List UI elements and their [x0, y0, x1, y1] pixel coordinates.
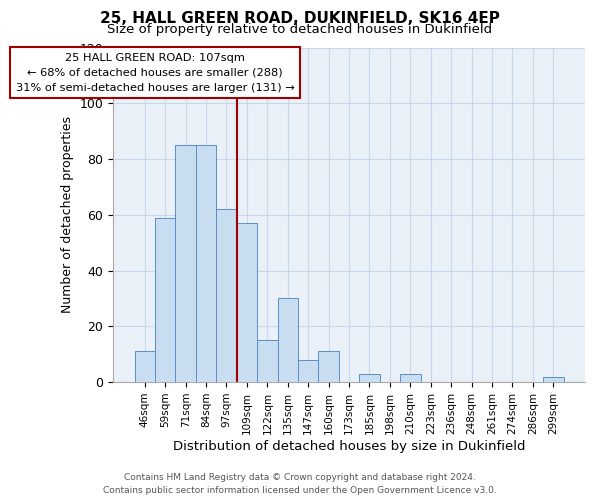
Bar: [216, 209, 236, 382]
Bar: [236, 223, 257, 382]
Text: Contains HM Land Registry data © Crown copyright and database right 2024.
Contai: Contains HM Land Registry data © Crown c…: [103, 474, 497, 495]
Bar: [196, 145, 216, 382]
Bar: [278, 298, 298, 382]
Text: Size of property relative to detached houses in Dukinfield: Size of property relative to detached ho…: [107, 22, 493, 36]
Bar: [319, 352, 339, 382]
Bar: [257, 340, 278, 382]
Bar: [134, 352, 155, 382]
Text: 25, HALL GREEN ROAD, DUKINFIELD, SK16 4EP: 25, HALL GREEN ROAD, DUKINFIELD, SK16 4E…: [100, 11, 500, 26]
Bar: [359, 374, 380, 382]
Y-axis label: Number of detached properties: Number of detached properties: [61, 116, 74, 314]
Bar: [175, 145, 196, 382]
Bar: [400, 374, 421, 382]
Text: 25 HALL GREEN ROAD: 107sqm
← 68% of detached houses are smaller (288)
31% of sem: 25 HALL GREEN ROAD: 107sqm ← 68% of deta…: [16, 53, 295, 92]
Bar: [543, 376, 563, 382]
X-axis label: Distribution of detached houses by size in Dukinfield: Distribution of detached houses by size …: [173, 440, 526, 452]
Bar: [298, 360, 319, 382]
Bar: [155, 218, 175, 382]
